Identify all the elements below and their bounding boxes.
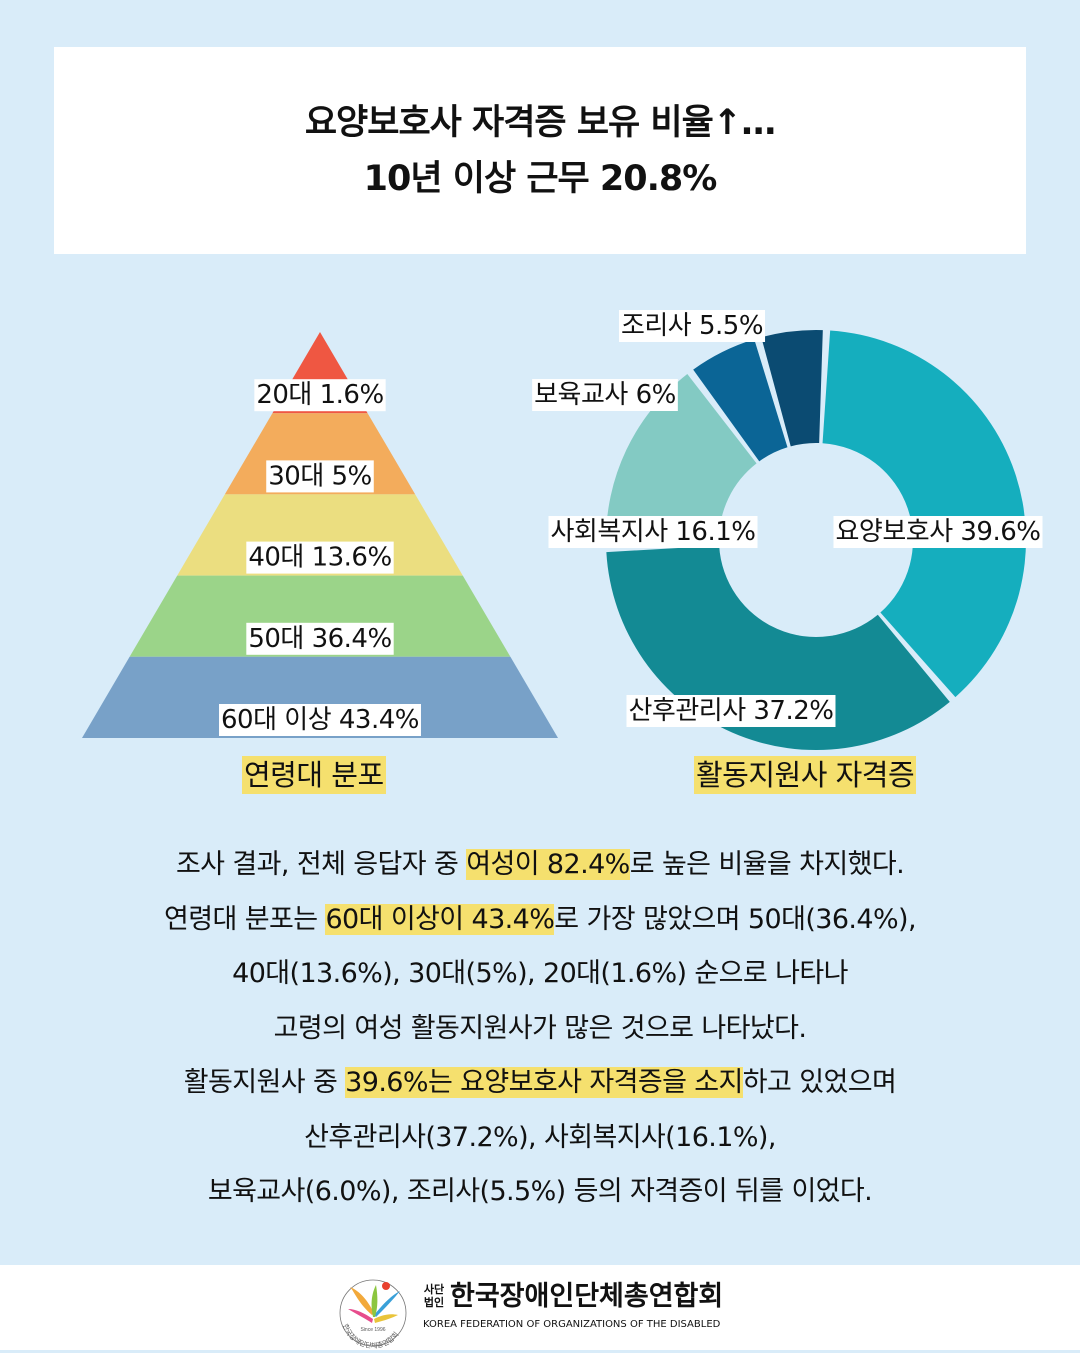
pyramid-label-3-background bbox=[246, 541, 394, 574]
summary-line-2: 연령대 분포는 60대 이상이 43.4%로 가장 많았으며 50대(36.4%… bbox=[0, 893, 1080, 948]
organization-logo-icon: Since 1996 한국장애인단체총연합회 bbox=[339, 1279, 407, 1350]
highlight-age-60: 60대 이상이 43.4% bbox=[325, 903, 555, 935]
pyramid-label-5-background bbox=[219, 704, 421, 736]
summary-text-span: 하고 있었으며 bbox=[742, 1067, 897, 1098]
pyramid-layer-4 bbox=[129, 575, 511, 657]
donut-label-3-text: 사회복지사 16.1% bbox=[551, 517, 756, 547]
donut-slice-1 bbox=[822, 330, 1026, 698]
summary-text-span: 로 가장 많았으며 50대(36.4%), bbox=[554, 903, 916, 935]
summary-text-span: 로 높은 비율을 차지했다. bbox=[629, 849, 905, 880]
donut-label-2-background bbox=[626, 695, 836, 727]
org-english-name: KOREA FEDERATION OF ORGANIZATIONS OF THE… bbox=[423, 1319, 721, 1330]
pyramid-layer-5 bbox=[82, 656, 558, 738]
pyramid-chart-title: 연령대 분포 bbox=[242, 756, 386, 794]
summary-text-span: 조사 결과, 전체 응답자 중 bbox=[175, 849, 467, 880]
donut-label-5-background bbox=[618, 310, 766, 342]
donut-slice-5 bbox=[761, 330, 823, 447]
summary-line-3: 40대(13.6%), 30대(5%), 20대(1.6%) 순으로 나타나 bbox=[232, 958, 848, 989]
donut-label-2-text: 산후관리사 37.2% bbox=[629, 696, 834, 726]
footer: Since 1996 한국장애인단체총연합회 사단법인 한국장애인단체총연합회 … bbox=[0, 1265, 1080, 1350]
summary-line-7: 보육교사(6.0%), 조리사(5.5%) 등의 자격증이 뒤를 이었다. bbox=[207, 1176, 873, 1207]
title-box: 요양보호사 자격증 보유 비율↑… 10년 이상 근무 20.8% bbox=[54, 47, 1026, 254]
pyramid-chart: 20대 1.6% 30대 5% 40대 13.6% 50대 36.4% 60대 이상 4… bbox=[82, 332, 558, 738]
logo-since-text: Since 1996 bbox=[360, 1327, 385, 1333]
page-title-line-2: 10년 이상 근무 20.8% bbox=[363, 158, 718, 199]
summary-line-5: 활동지원사 중 39.6%는 요양보호사 자격증을 소지하고 있었으며 bbox=[0, 1056, 1080, 1111]
donut-label-5-text: 조리사 5.5% bbox=[621, 311, 763, 341]
donut-label-1-text: 요양보호사 39.6% bbox=[836, 517, 1041, 547]
summary-line-4: 고령의 여성 활동지원사가 많은 것으로 나타났다. bbox=[273, 1012, 807, 1044]
summary-line-1: 조사 결과, 전체 응답자 중 여성이 82.4%로 높은 비율을 차지했다. bbox=[0, 838, 1080, 893]
pyramid-label-2-background bbox=[266, 460, 374, 493]
donut-chart: 요양보호사 39.6% 산후관리사 37.2% 사회복지사 16.1% 보육교사 6%… bbox=[532, 310, 1043, 750]
donut-slice-3 bbox=[605, 374, 757, 545]
donut-label-1-background bbox=[833, 516, 1043, 548]
donut-slice-4 bbox=[693, 339, 788, 462]
highlight-caregiver-cert: 39.6%는 요양보호사 자격증을 소지 bbox=[345, 1067, 743, 1098]
organization-logo: Since 1996 한국장애인단체총연합회 bbox=[328, 1273, 418, 1353]
summary-line-6: 산후관리사(37.2%), 사회복지사(16.1%), bbox=[304, 1121, 776, 1153]
donut-label-4-background bbox=[532, 379, 678, 411]
donut-label-4-text: 보육교사 6% bbox=[534, 380, 676, 410]
page-title-line-1: 요양보호사 자격증 보유 비율↑… bbox=[304, 102, 776, 143]
donut-chart-title: 활동지원사 자격증 bbox=[694, 756, 917, 794]
pyramid-label-4-background bbox=[246, 622, 394, 655]
summary-text: 조사 결과, 전체 응답자 중 여성이 82.4%로 높은 비율을 차지했다. … bbox=[0, 838, 1080, 1220]
org-prefix: 사단법인 bbox=[423, 1283, 445, 1309]
summary-text-span: 연령대 분포는 bbox=[164, 903, 326, 935]
pyramid-label-1-text: 20대 1.6% bbox=[256, 380, 383, 410]
org-name: 한국장애인단체총연합회 bbox=[450, 1281, 724, 1312]
highlight-female-ratio: 여성이 82.4% bbox=[466, 849, 630, 880]
donut-label-3-background bbox=[548, 516, 758, 548]
pyramid-label-5-text: 60대 이상 43.4% bbox=[221, 705, 419, 735]
pyramid-label-4-text: 50대 36.4% bbox=[248, 624, 391, 654]
pyramid-label-1-background bbox=[254, 379, 386, 412]
pyramid-label-2-text: 30대 5% bbox=[268, 461, 372, 491]
pyramid-label-3-text: 40대 13.6% bbox=[248, 543, 391, 573]
summary-text-span: 활동지원사 중 bbox=[183, 1067, 346, 1098]
